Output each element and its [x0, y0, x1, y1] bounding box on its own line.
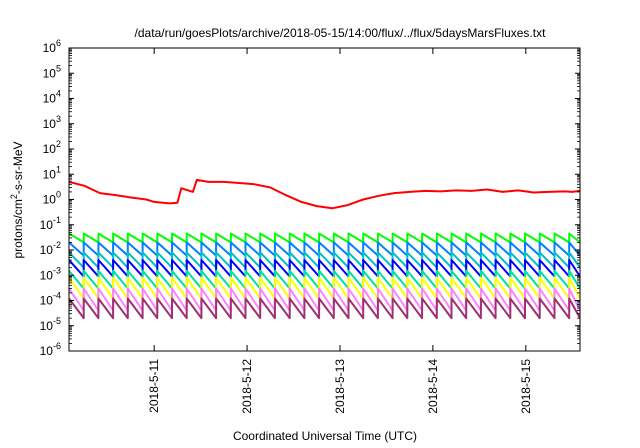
y-tick-label: 10-1	[40, 215, 61, 232]
y-tick-label: 106	[43, 38, 61, 55]
y-axis: 10-6 10-5 10-4 10-3 10-2 10-1 100 101 102 103 104 1…	[40, 38, 580, 358]
x-tick-label: 2018-5-11	[147, 359, 161, 413]
y-tick-label: 105	[43, 63, 61, 80]
x-tick-label: 2018-5-14	[426, 359, 440, 414]
chart-title: /data/run/goesPlots/archive/2018-05-15/1…	[135, 26, 547, 40]
y-tick-label: 10-2	[40, 240, 61, 257]
y-tick-label: 103	[43, 114, 61, 131]
y-axis-label-sup: 2	[9, 194, 19, 199]
x-tick-label: 2018-5-15	[519, 359, 533, 414]
x-axis: 2018-5-11 2018-5-12 2018-5-13 2018-5-14 2018…	[147, 48, 533, 414]
series-line-3	[69, 241, 580, 257]
series-line-9	[69, 297, 580, 320]
y-tick-label: 10-6	[40, 341, 61, 358]
series-line-2	[69, 232, 580, 244]
x-tick-label: 2018-5-12	[240, 359, 254, 414]
y-tick-label: 10-5	[40, 316, 61, 333]
x-axis-label: Coordinated Universal Time (UTC)	[233, 429, 417, 443]
series-line-5	[69, 259, 580, 278]
y-tick-label: 10-3	[40, 265, 61, 282]
series-line-1	[69, 178, 580, 210]
y-tick-label: 100	[43, 190, 61, 207]
x-tick-label: 2018-5-13	[333, 359, 347, 414]
y-tick-label: 102	[43, 139, 61, 156]
y-tick-label: 10-4	[40, 291, 61, 308]
y-axis-label-rest: -s-sr-MeV	[11, 141, 25, 194]
y-tick-label: 101	[43, 164, 61, 181]
y-axis-label: protons/cm2-s-sr-MeV	[9, 141, 25, 258]
y-axis-label-base: protons/cm	[11, 199, 25, 258]
y-tick-label: 104	[43, 89, 61, 106]
